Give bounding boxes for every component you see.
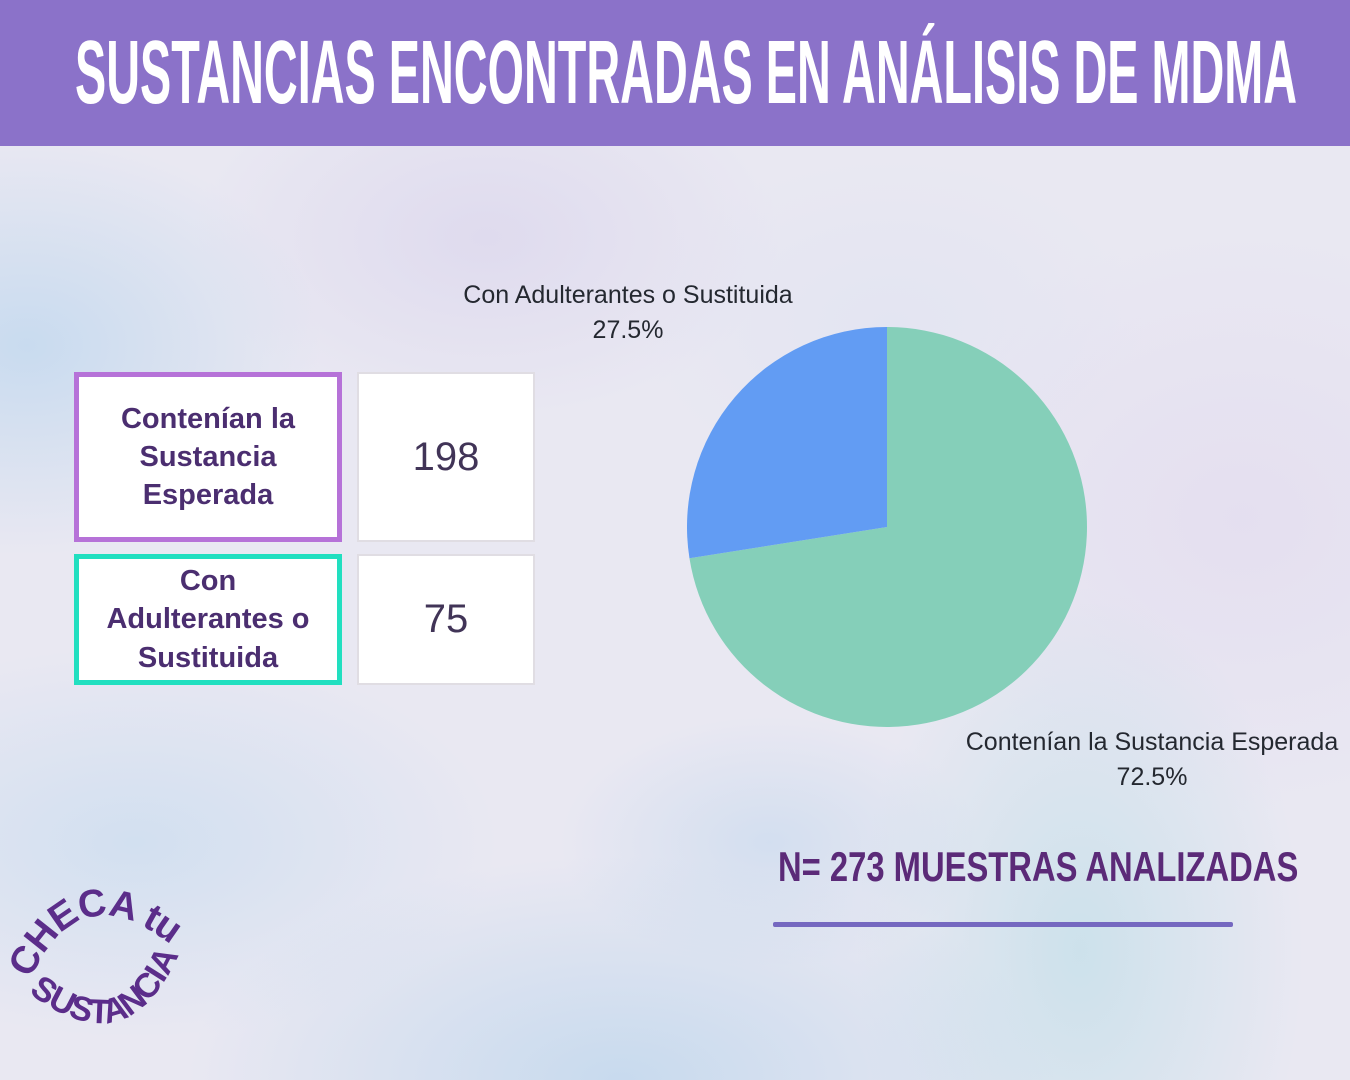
stat-label-text: Contenían la Sustancia Esperada [120,402,295,512]
pie-slice [686,327,887,559]
page-title: SUSTANCIAS ENCONTRADAS EN ANÁLISIS DE MD… [75,23,1298,123]
pie-chart-container [686,327,1087,727]
stat-value-text: 75 [423,597,469,641]
stat-label-adulterated: Con Adulterantes o Sustituida [74,554,342,685]
pie-label-name: Contenían la Sustancia Esperada [965,728,1339,756]
pie-label-percent: 72.5% [1116,763,1188,792]
pie-label-percent: 27.5% [592,316,664,345]
stat-label-expected-substance: Contenían la Sustancia Esperada [74,372,342,542]
pie-label-name: Con Adulterantes o Sustituida [463,281,793,309]
stat-label-text: Con Adulterantes o Sustituida [106,565,310,674]
pie-slice [689,327,1087,727]
stat-value-adulterated: 75 [357,554,535,685]
pie-label-expected-substance: Contenían la Sustancia Esperada 72.5% [917,727,1350,794]
checa-tu-sustancia-logo: CHECA tu SUSTANCIA [0,860,198,1050]
header-banner: SUSTANCIAS ENCONTRADAS EN ANÁLISIS DE MD… [0,0,1350,146]
pie-label-adulterated: Con Adulterantes o Sustituida 27.5% [388,280,868,347]
sample-size-note: N= 273 MUESTRAS ANALIZADAS [778,843,1299,890]
stat-value-text: 198 [412,434,480,479]
stat-value-expected-substance: 198 [357,372,535,542]
pie-chart [686,327,1087,727]
sample-size-underline [773,922,1233,927]
